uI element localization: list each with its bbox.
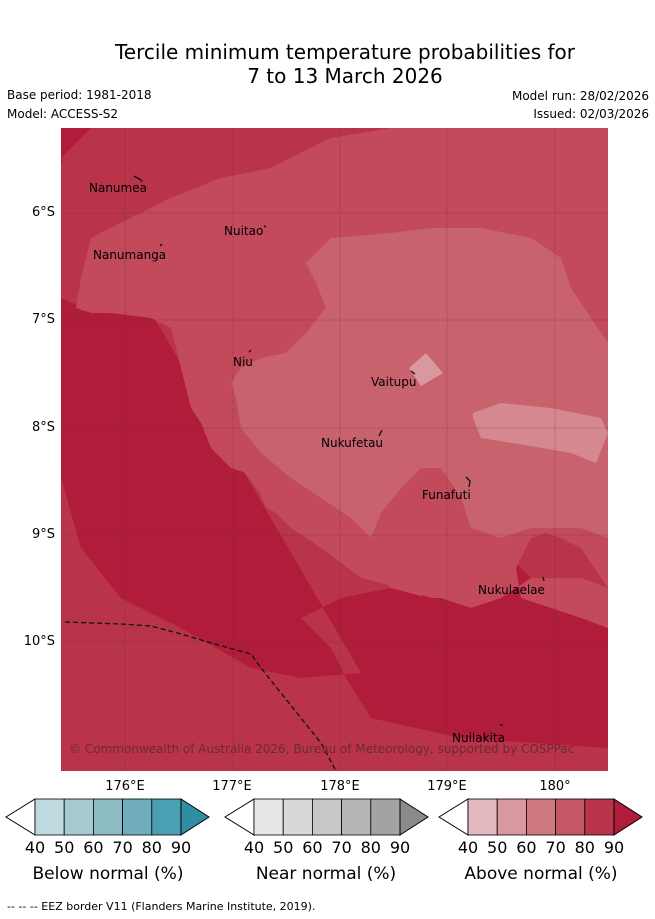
- cbar-below-extend: [180, 798, 210, 836]
- cbar-near-swatches: [253, 798, 401, 836]
- colorbar-below-normal: [5, 798, 210, 836]
- colorbar-tick: 70: [545, 838, 566, 857]
- place-label-nukulaelae: Nukulaelae: [478, 583, 545, 597]
- map-title: Tercile minimum temperature probabilitie…: [0, 40, 655, 88]
- lon-label-177e: 177°E: [212, 779, 252, 794]
- colorbar-swatch: [496, 798, 527, 836]
- colorbar-label-above: Above normal (%): [464, 864, 618, 884]
- colorbar-swatch: [151, 798, 182, 836]
- lon-label-180: 180°: [539, 779, 571, 794]
- colorbar-tick: 70: [112, 838, 133, 857]
- colorbar-tick: 90: [170, 838, 192, 857]
- issued-date: Issued: 02/03/2026: [533, 107, 649, 121]
- colorbar-swatch: [63, 798, 94, 836]
- colorbar-tick: 60: [83, 838, 104, 857]
- place-label-funafuti: Funafuti: [422, 488, 471, 502]
- copyright-notice: © Commonwealth of Australia 2026, Bureau…: [69, 742, 575, 756]
- probability-map: [61, 128, 608, 771]
- place-label-nanumea: Nanumea: [89, 181, 147, 195]
- colorbar-tick: 40: [24, 838, 46, 857]
- colorbar-swatch: [584, 798, 615, 836]
- lon-label-176e: 176°E: [105, 779, 145, 794]
- base-period: Base period: 1981-2018: [7, 88, 152, 102]
- colorbar-swatch: [341, 798, 372, 836]
- colorbar-swatch: [467, 798, 498, 836]
- place-label-vaitupu: Vaitupu: [371, 375, 417, 389]
- colorbar-near-normal: [224, 798, 429, 836]
- colorbar-tick: 60: [302, 838, 323, 857]
- cbar-above-extend: [613, 798, 643, 836]
- model-name: Model: ACCESS-S2: [7, 107, 119, 121]
- colorbar-tick: 80: [141, 838, 162, 857]
- lat-label-8s: 8°S: [31, 420, 55, 435]
- colorbar-swatch: [555, 798, 586, 836]
- place-label-nuitao: Nuitao: [224, 224, 264, 238]
- colorbar-tick: 50: [54, 838, 75, 857]
- map-canvas: [61, 128, 608, 771]
- place-label-nanumanga: Nanumanga: [93, 248, 167, 262]
- colorbar-tick: 50: [487, 838, 508, 857]
- colorbar-swatch: [253, 798, 284, 836]
- place-label-niu: Niu: [233, 355, 253, 369]
- colorbar-tick: 60: [516, 838, 537, 857]
- colorbar-tick: 90: [603, 838, 625, 857]
- title-line-1: Tercile minimum temperature probabilitie…: [114, 40, 576, 64]
- colorbar-swatch: [93, 798, 124, 836]
- region-50-east: [473, 403, 608, 463]
- colorbar-swatch: [370, 798, 401, 836]
- cbar-near-extend: [399, 798, 429, 836]
- colorbar-tick: 80: [360, 838, 381, 857]
- colorbar-label-below: Below normal (%): [32, 864, 184, 884]
- colorbar-tick: 80: [574, 838, 595, 857]
- eez-footnote: -- -- -- EEZ border V11 (Flanders Marine…: [7, 900, 316, 913]
- lon-label-179e: 179°E: [427, 779, 467, 794]
- colorbar-tick: 40: [457, 838, 479, 857]
- colorbar-swatch: [122, 798, 153, 836]
- eez-border: [64, 621, 337, 771]
- colorbar-swatch: [526, 798, 557, 836]
- colorbar-above-normal: [438, 798, 643, 836]
- place-label-nuilakita: Nuilakita: [452, 731, 505, 745]
- colorbar-swatch: [34, 798, 65, 836]
- cbar-above-swatches: [467, 798, 615, 836]
- colorbar-swatch: [312, 798, 343, 836]
- colorbar-tick: 90: [389, 838, 411, 857]
- lat-label-10s: 10°S: [23, 634, 55, 649]
- title-line-2: 7 to 13 March 2026: [247, 64, 443, 88]
- colorbar-tick: 40: [243, 838, 265, 857]
- colorbar-tick: 70: [331, 838, 352, 857]
- lat-label-9s: 9°S: [31, 527, 55, 542]
- model-run: Model run: 28/02/2026: [511, 89, 649, 103]
- colorbar-tick: 50: [273, 838, 294, 857]
- region-50-vaitupu: [409, 353, 443, 386]
- place-label-nukufetau: Nukufetau: [321, 436, 384, 450]
- colorbar-label-near: Near normal (%): [255, 864, 397, 884]
- lat-label-6s: 6°S: [31, 205, 55, 220]
- cbar-below-swatches: [34, 798, 182, 836]
- colorbar-swatch: [282, 798, 313, 836]
- lon-label-178e: 178°E: [320, 779, 360, 794]
- lat-label-7s: 7°S: [31, 312, 55, 327]
